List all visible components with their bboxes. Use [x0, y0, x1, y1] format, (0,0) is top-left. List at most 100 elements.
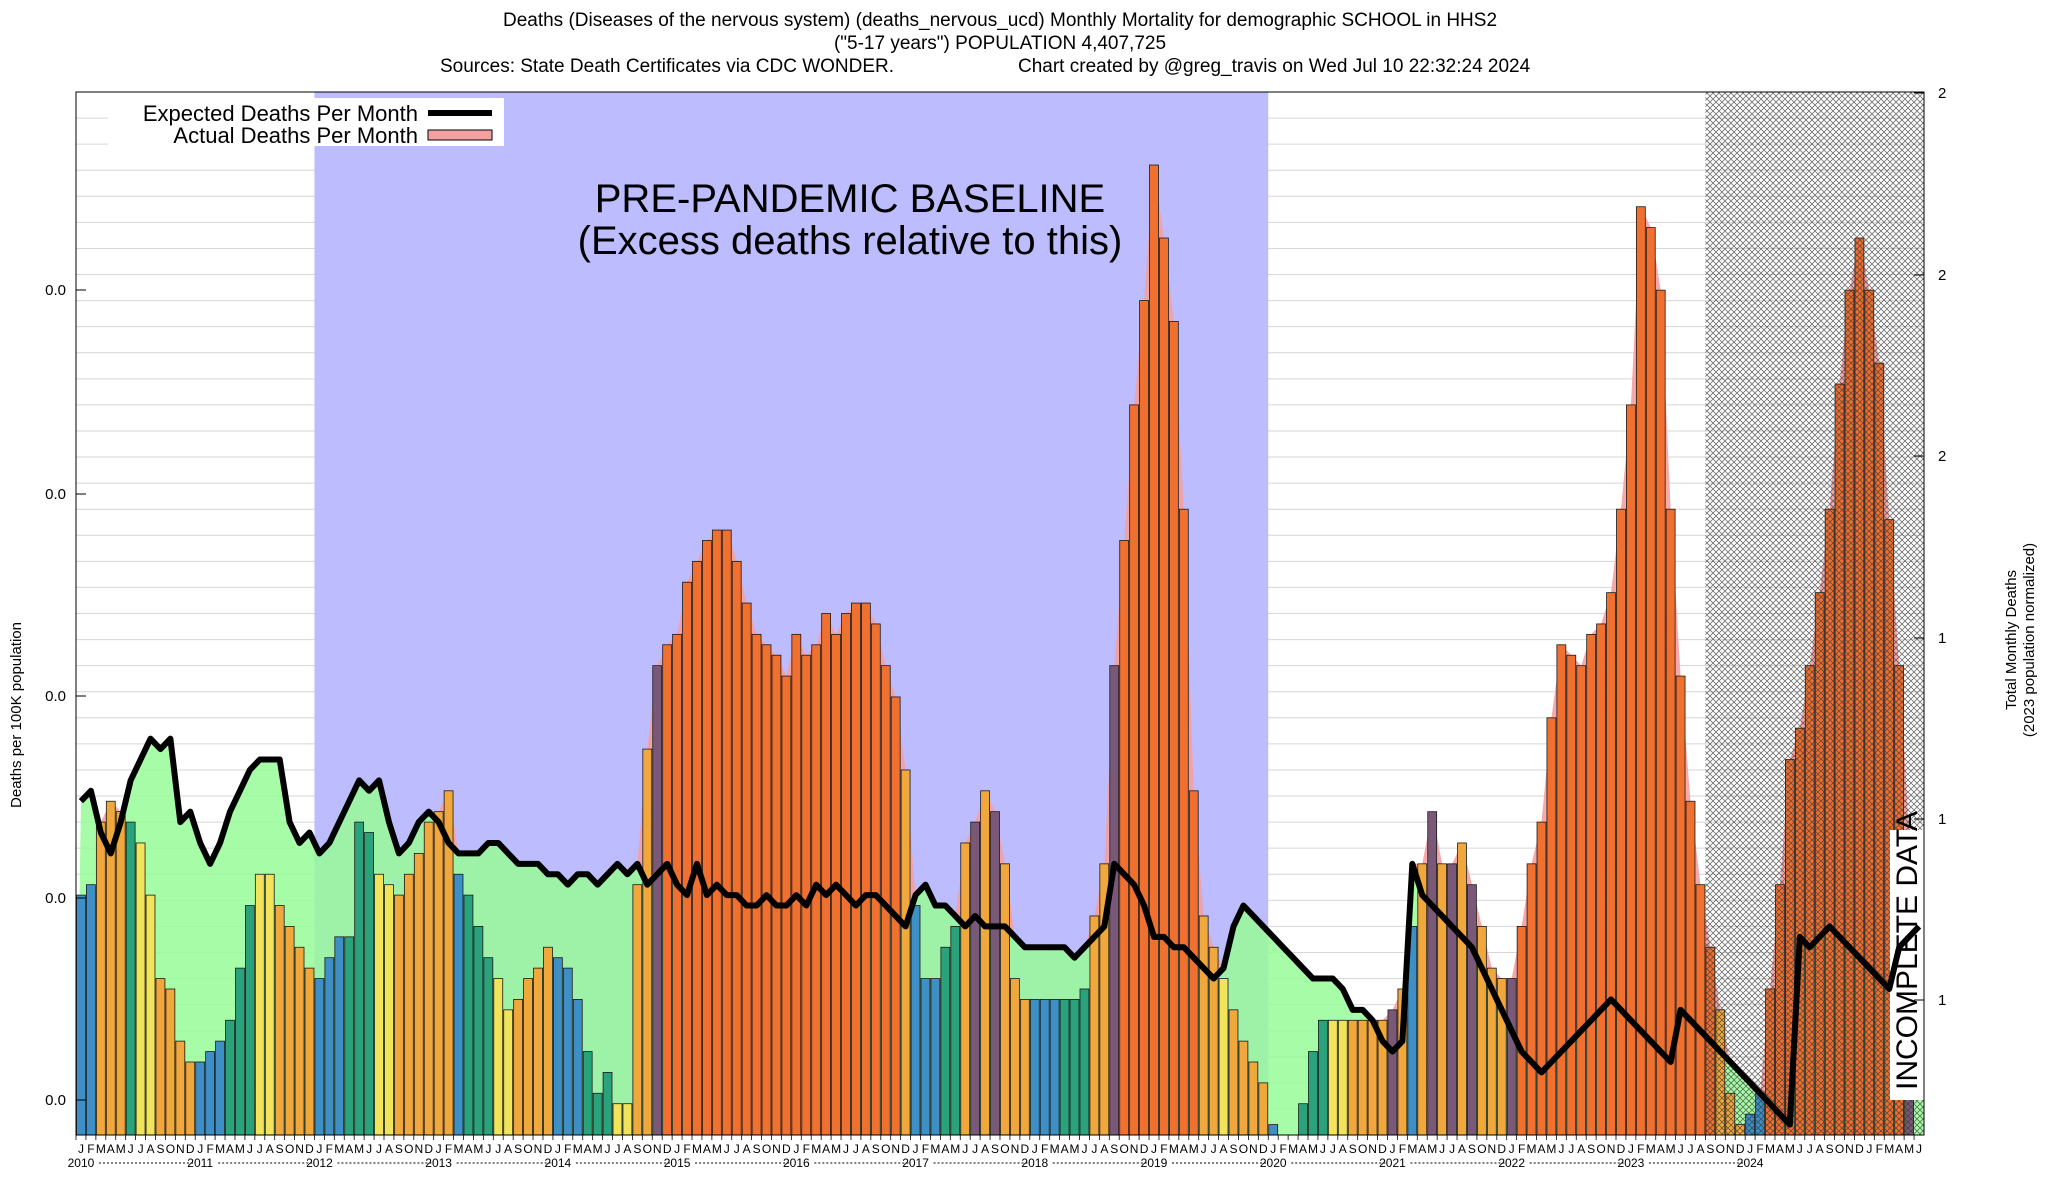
x-month-label: N [1249, 1142, 1258, 1156]
chart-title-sources: Sources: State Death Certificates via CD… [440, 56, 894, 77]
x-month-label: N [1368, 1142, 1377, 1156]
bar-actual [394, 894, 404, 1136]
x-month-label: O [881, 1142, 890, 1156]
x-year-label: 2019 [1141, 1156, 1168, 1170]
bar-actual [1129, 404, 1139, 1136]
bar-actual [1526, 863, 1537, 1136]
x-month-label: J [853, 1142, 859, 1156]
bar-actual [523, 978, 533, 1136]
x-month-label: N [534, 1142, 543, 1156]
x-month-label: S [1229, 1142, 1237, 1156]
x-year-label: 2015 [664, 1156, 691, 1170]
bar-actual [970, 821, 981, 1136]
x-month-label: J [138, 1142, 144, 1156]
x-month-label: M [712, 1142, 722, 1156]
x-month-label: O [1239, 1142, 1248, 1156]
x-month-label: D [663, 1142, 672, 1156]
x-year-label: 2018 [1021, 1156, 1048, 1170]
x-month-label: A [1816, 1142, 1824, 1156]
x-month-label: F [1399, 1142, 1406, 1156]
x-month-label: J [316, 1142, 322, 1156]
x-month-label: O [1716, 1142, 1725, 1156]
expected-line-group [78, 735, 1922, 1128]
x-month-label: N [295, 1142, 304, 1156]
bar-actual [125, 821, 136, 1136]
baseline-label-line-1: PRE-PANDEMIC BASELINE [595, 177, 1106, 221]
x-month-label: A [1100, 1142, 1108, 1156]
bar-actual [324, 957, 335, 1136]
x-month-label: D [782, 1142, 791, 1156]
x-month-label: J [913, 1142, 919, 1156]
bar-actual [1347, 1019, 1358, 1136]
bar-actual [1566, 654, 1577, 1136]
y-tick-label-right: 1 [1938, 992, 1946, 1009]
x-month-label: J [614, 1142, 620, 1156]
x-month-label: M [1407, 1142, 1417, 1156]
x-month-label: J [605, 1142, 611, 1156]
x-month-label: A [981, 1142, 989, 1156]
x-year-label: 2017 [902, 1156, 929, 1170]
x-month-label: F [87, 1142, 94, 1156]
x-month-label: A [504, 1142, 512, 1156]
x-month-label: N [653, 1142, 662, 1156]
x-year-label: 2014 [545, 1156, 572, 1170]
x-month-label: J [724, 1142, 730, 1156]
bar-actual [304, 967, 315, 1136]
bar-actual [940, 946, 951, 1136]
x-month-label: M [1070, 1142, 1080, 1156]
x-month-label: J [1509, 1142, 1515, 1156]
x-month-label: D [1736, 1142, 1745, 1156]
x-month-label: F [803, 1142, 810, 1156]
x-month-label: F [1637, 1142, 1644, 1156]
x-month-label: J [1201, 1142, 1207, 1156]
x-month-label: J [674, 1142, 680, 1156]
x-month-label: A [226, 1142, 234, 1156]
bar-actual [135, 842, 146, 1136]
bar-actual [264, 873, 275, 1136]
expected-line [78, 735, 1922, 1128]
x-month-label: M [116, 1142, 126, 1156]
x-month-label: F [206, 1142, 213, 1156]
x-year-label: 2020 [1260, 1156, 1287, 1170]
bar-actual [1159, 237, 1169, 1136]
bar-actual [1327, 1019, 1338, 1136]
x-month-label: F [1756, 1142, 1763, 1156]
x-month-label: M [692, 1142, 702, 1156]
x-month-label: J [1688, 1142, 1694, 1156]
x-month-label: M [573, 1142, 583, 1156]
x-year-label: 2022 [1498, 1156, 1525, 1170]
x-month-label: N [891, 1142, 900, 1156]
bar-actual [1228, 1009, 1239, 1136]
x-month-label: O [404, 1142, 413, 1156]
x-month-label: N [414, 1142, 423, 1156]
x-month-label: D [1259, 1142, 1268, 1156]
bar-actual [1645, 227, 1656, 1136]
x-month-label: O [643, 1142, 652, 1156]
x-month-label: J [1439, 1142, 1445, 1156]
legend-actual-label: Actual Deaths Per Month [173, 123, 418, 148]
bar-actual [165, 988, 176, 1136]
x-month-label: A [266, 1142, 274, 1156]
x-month-label: M [235, 1142, 245, 1156]
x-month-label: M [1765, 1142, 1775, 1156]
x-month-label: M [454, 1142, 464, 1156]
x-month-label: A [1657, 1142, 1665, 1156]
y-axis-left-label: Deaths per 100K population [8, 622, 25, 808]
x-month-label: A [822, 1142, 830, 1156]
x-month-label: J [1558, 1142, 1564, 1156]
bar-actual [1268, 1124, 1279, 1136]
y-tick-label-left: 0.0 [45, 688, 66, 705]
x-month-label: D [1140, 1142, 1149, 1156]
x-month-label: D [424, 1142, 433, 1156]
x-month-label: S [1110, 1142, 1118, 1156]
bar-actual [1298, 1103, 1308, 1136]
bar-actual [1655, 289, 1666, 1136]
bar-actual [1308, 1051, 1318, 1136]
x-month-label: J [128, 1142, 134, 1156]
x-month-label: N [1726, 1142, 1735, 1156]
bar-actual [1238, 1040, 1249, 1136]
x-month-label: O [1596, 1142, 1605, 1156]
x-month-label: M [1666, 1142, 1676, 1156]
y-tick-label-left: 0.0 [45, 486, 66, 503]
x-month-label: A [1339, 1142, 1347, 1156]
